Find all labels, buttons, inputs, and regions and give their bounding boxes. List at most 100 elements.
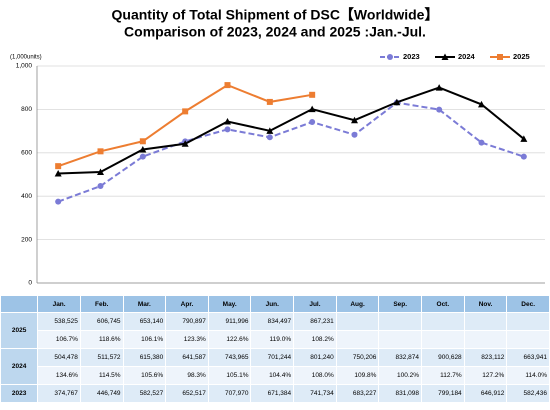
legend-label: 2024 (458, 52, 476, 61)
yoy-cell: 106.7% (37, 330, 81, 349)
y-tick-label: 600 (21, 150, 32, 157)
point (224, 126, 231, 133)
yoy-cell: 104.4% (250, 366, 295, 385)
value-cell (335, 312, 380, 331)
category: Sep. (378, 295, 423, 313)
yoy-row: 134.6% 114.5% 105.6% 98.3% 105.1% 104.4% 108.0… (1, 366, 550, 385)
yoy-cell: 112.7% (421, 366, 465, 385)
value-row: 2024 504,478 511,572 615,380 641,587 743,965 7… (0, 348, 550, 385)
yoy-row: 106.7% 118.6% 106.1% 123.3% 122.6% 119.0% 108.… (1, 330, 550, 349)
point (97, 183, 104, 190)
legend-marker (497, 54, 503, 60)
value-cell (378, 312, 423, 331)
value-cell: 582,527 (122, 384, 167, 403)
y-unit: (1,000units) (10, 55, 42, 61)
value-row: 2023 374,767 446,749 582,527 652,517 707,970 6… (0, 384, 550, 403)
category: Jun. (250, 295, 295, 313)
value-row: 2025 538,525 606,745 653,140 790,897 911,996 8… (0, 312, 550, 349)
yoy-cell: 108.0% (293, 366, 337, 385)
value-cell: 374,767 (37, 384, 81, 403)
value-cell: 707,970 (207, 384, 252, 403)
legend-marker (387, 54, 393, 60)
point (309, 91, 316, 98)
point (478, 139, 485, 146)
category: May. (207, 295, 252, 313)
point (478, 100, 485, 108)
value-cell: 646,912 (463, 384, 508, 403)
point (55, 198, 62, 205)
point (309, 119, 316, 126)
value-cell: 741,734 (293, 384, 337, 403)
y-tick-label: 400 (21, 193, 32, 200)
value-cell: 743,965 (207, 348, 252, 367)
point (520, 135, 528, 142)
value-cell (506, 312, 550, 331)
yoy-cell (378, 330, 423, 349)
point (351, 116, 358, 124)
yoy-cell (421, 330, 465, 349)
yoy-cell: 105.6% (122, 366, 167, 385)
point (393, 98, 401, 106)
category: Oct. (421, 295, 465, 313)
value-cell: 653,140 (122, 312, 167, 331)
value-cell: 701,244 (250, 348, 295, 367)
point (224, 82, 231, 89)
yoy-cell: 105.1% (207, 366, 252, 385)
yoy-cell: 122.6% (207, 330, 252, 349)
row-label: 2025 (0, 312, 39, 349)
row-label: 2024 (0, 348, 39, 385)
category: Jul. (293, 295, 337, 313)
category: Dec. (506, 295, 550, 313)
corner (0, 295, 39, 313)
value-cell: 834,497 (250, 312, 295, 331)
point (308, 105, 316, 113)
point (436, 106, 443, 113)
value-cell: 790,897 (165, 312, 209, 331)
point (266, 127, 274, 134)
value-cell (421, 312, 465, 331)
chart-title: Quantity of Total Shipment of DSC【Worldw… (112, 7, 439, 23)
value-cell: 831,098 (378, 384, 423, 403)
category: Nov. (463, 295, 508, 313)
point (435, 84, 443, 91)
yoy-cell (463, 330, 508, 349)
value-cell: 911,996 (207, 312, 252, 331)
yoy-cell: 134.6% (37, 366, 81, 385)
row-label: 2023 (0, 384, 39, 403)
point (181, 140, 189, 147)
yoy-cell: 100.2% (378, 366, 423, 385)
point (97, 168, 104, 175)
series-line (57, 83, 313, 168)
yoy-cell: 118.6% (79, 330, 124, 349)
y-tick-label: 200 (21, 236, 32, 243)
category: Jan. (37, 295, 81, 313)
category: Aug. (335, 295, 380, 313)
yoy-cell: 98.3% (165, 366, 209, 385)
point (139, 145, 147, 153)
point (55, 163, 62, 170)
value-cell: 683,227 (335, 384, 380, 403)
value-cell: 652,517 (165, 384, 209, 403)
category: Feb. (79, 295, 124, 313)
yoy-cell: 106.1% (122, 330, 167, 349)
yoy-cell (506, 330, 550, 349)
legend-marker (441, 53, 449, 60)
yoy-cell: 109.8% (335, 366, 380, 385)
yoy-cell (335, 330, 380, 349)
series-line (58, 86, 525, 175)
chart-subtitle: Comparison of 2023, 2024 and 2025 :Jan.-… (124, 24, 426, 40)
point (266, 98, 273, 105)
point (139, 138, 146, 145)
value-cell: 750,206 (335, 348, 380, 367)
series-line (57, 101, 525, 203)
value-cell: 511,572 (79, 348, 124, 367)
value-cell: 582,436 (506, 384, 550, 403)
point (182, 108, 189, 115)
value-cell: 832,874 (378, 348, 423, 367)
header-row: Jan. Feb. Mar. Apr. May. Jun. Jul. Aug. Sep. Oct.… (0, 295, 550, 313)
yoy-cell: 114.5% (79, 366, 124, 385)
legend-label: 2025 (513, 52, 530, 61)
value-cell: 801,240 (293, 348, 337, 367)
value-cell: 867,231 (293, 312, 337, 331)
